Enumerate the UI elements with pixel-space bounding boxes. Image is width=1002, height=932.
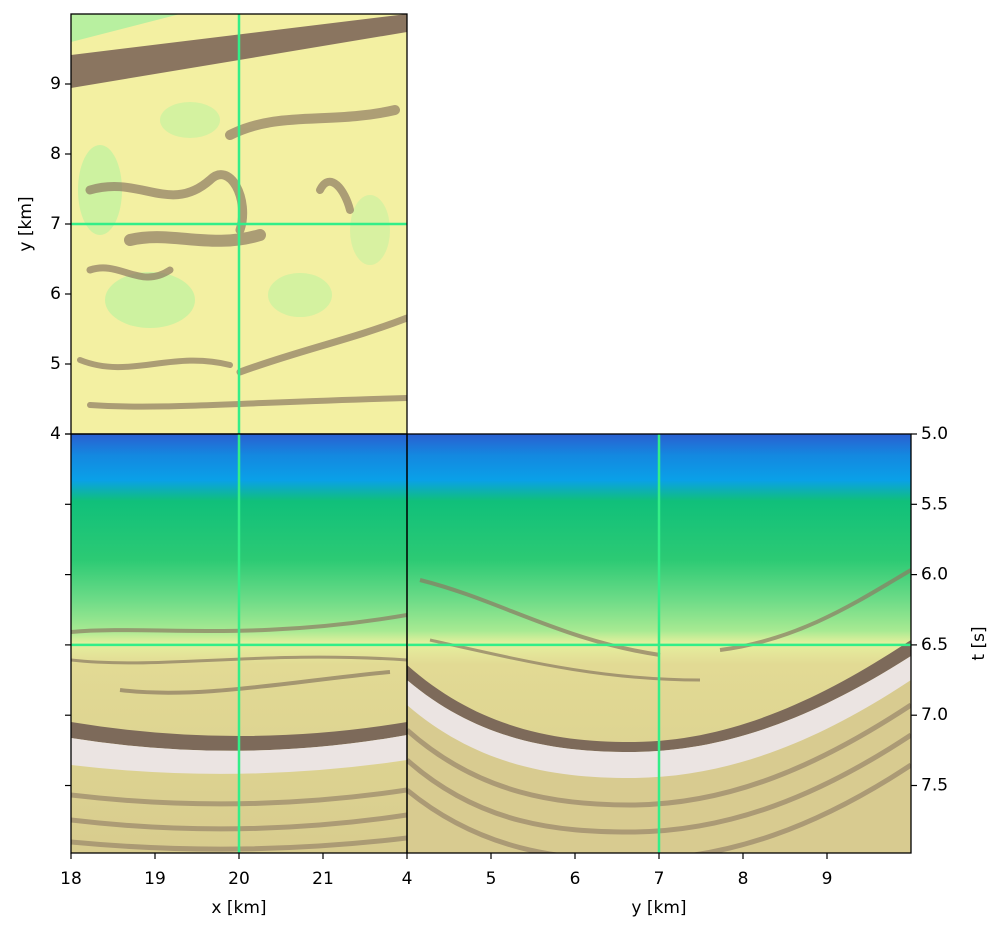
x-tick-label: 6 [570, 869, 581, 889]
y-tick-label: 5.5 [921, 494, 948, 514]
y-tick-label: 7.5 [921, 776, 948, 796]
y-tick-label: 6.5 [921, 635, 948, 655]
x-tick-label: 19 [144, 869, 166, 889]
y-axis-label: y [km] [16, 196, 36, 251]
x-tick-label: 4 [402, 869, 413, 889]
y-tick-label: 6 [50, 284, 61, 304]
y-tick-label: 6.0 [921, 565, 948, 585]
x-tick-label: 18 [60, 869, 82, 889]
y-tick-label: 9 [50, 74, 61, 94]
y-tick-label: 7 [50, 214, 61, 234]
x-tick-label: 7 [654, 869, 665, 889]
y-axis-label: t [s] [969, 626, 989, 660]
x-tick-label: 20 [228, 869, 250, 889]
y-tick-label: 5.0 [921, 424, 948, 444]
y-tick-label: 8 [50, 144, 61, 164]
y-tick-label: 7.0 [921, 705, 948, 725]
x-tick-label: 8 [738, 869, 749, 889]
x-axis-label: y [km] [631, 898, 686, 918]
y-tick-label: 4 [50, 424, 61, 444]
x-tick-label: 9 [822, 869, 833, 889]
x-axis-label: x [km] [211, 898, 266, 918]
x-tick-label: 5 [486, 869, 497, 889]
x-tick-label: 21 [312, 869, 334, 889]
y-tick-label: 5 [50, 354, 61, 374]
